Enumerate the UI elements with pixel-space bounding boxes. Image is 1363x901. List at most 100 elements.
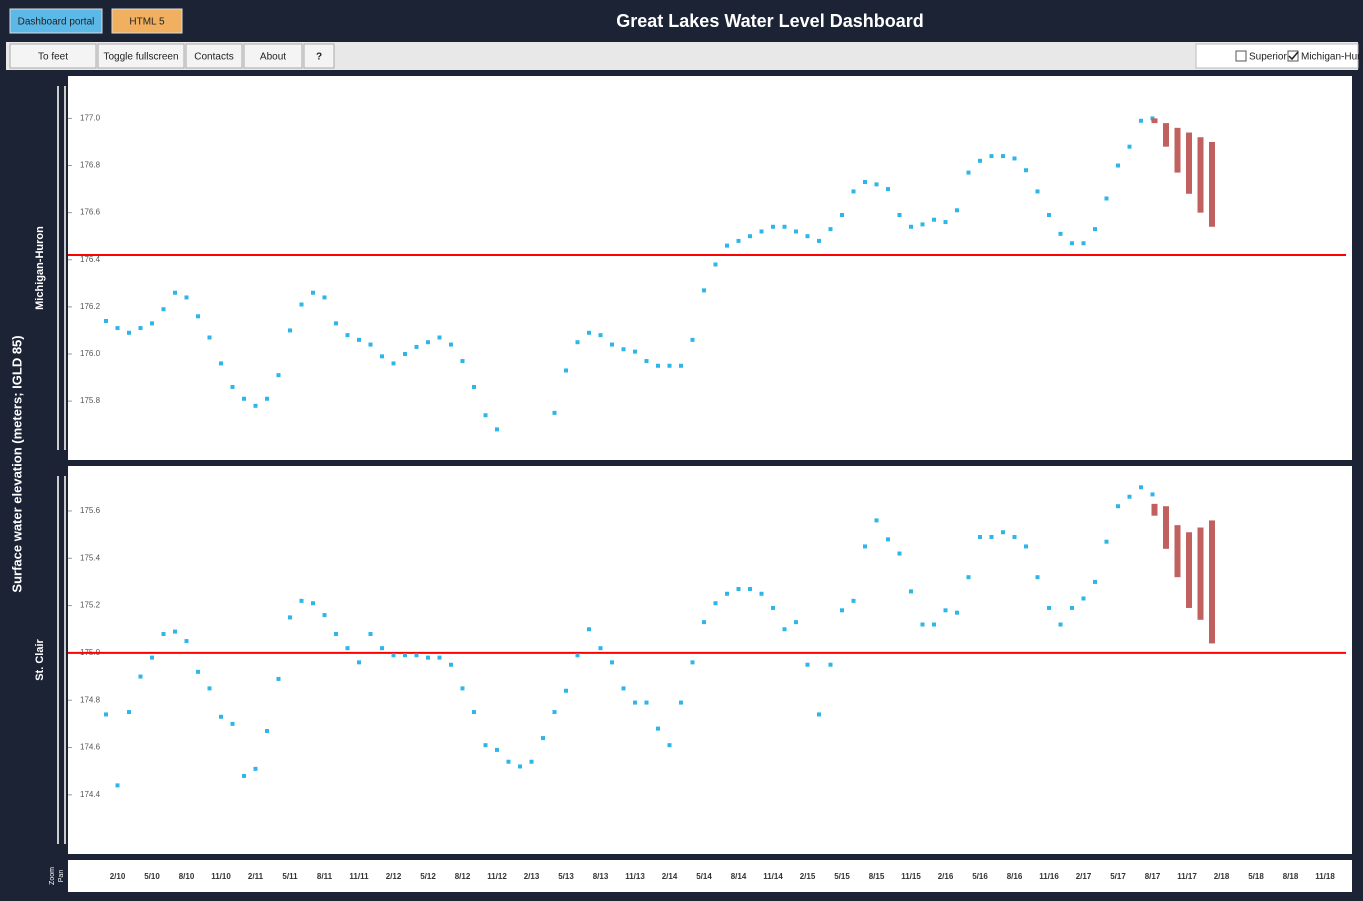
y-tick-label: 176.4 [80,255,101,264]
forecast-bar [1163,506,1169,549]
data-point [1139,118,1143,123]
data-point [334,631,338,636]
x-tick-label: 8/12 [455,872,471,881]
data-point [265,728,269,733]
data-point [656,363,660,368]
data-point [357,337,361,342]
x-tick-label: 2/17 [1076,872,1092,881]
button[interactable] [243,43,303,69]
data-point [426,340,430,345]
x-tick-label: 8/16 [1007,872,1023,881]
button[interactable] [97,43,185,69]
data-point [311,290,315,295]
data-point [978,534,982,539]
data-point [288,328,292,333]
title: Great Lakes Water Level Dashboard [616,11,923,31]
x-tick-label: 11/12 [487,872,507,881]
checkbox[interactable] [1287,50,1299,62]
data-point [1081,241,1086,246]
data-point [633,700,637,705]
data-point [1035,189,1040,194]
data-point [495,427,499,432]
data-point [219,714,223,719]
x-tick-label: 2/10 [110,872,126,881]
data-point [483,743,488,748]
data-point [311,601,315,606]
data-point [874,518,879,523]
y-tick-label: 176.0 [80,349,101,358]
data-point [483,413,488,418]
data-point [575,340,580,345]
lake-selector [1195,43,1359,69]
data-point [529,759,534,764]
data-point [472,710,476,715]
panel-label: St. Clair [34,639,46,681]
data-point [472,384,476,389]
button[interactable] [303,43,335,69]
data-point [1012,156,1017,161]
x-tick-label: 5/18 [1248,872,1264,881]
data-point [460,686,465,691]
x-tick-label: 8/15 [869,872,885,881]
y-tick-label: 175.8 [80,396,101,405]
x-tick-label: 11/13 [625,872,645,881]
data-point [932,217,936,222]
data-point [138,326,143,331]
tab[interactable] [9,8,103,34]
data-point [794,229,798,234]
y-tick-label: 174.6 [80,743,101,752]
data-point [805,662,810,667]
data-point [219,361,223,366]
data-point [667,743,672,748]
panel-label: Michigan-Huron [34,226,46,310]
data-point [989,534,994,539]
data-point [679,700,683,705]
y-tick-label: 175.2 [80,601,101,610]
data-point [920,222,925,227]
data-point [759,229,764,234]
data-point [552,410,557,415]
button[interactable] [185,43,243,69]
data-point [460,359,465,364]
data-point [207,335,212,340]
x-tick-label: 11/14 [763,872,783,881]
data-point [1070,605,1074,610]
data-point [449,342,453,347]
data-point [564,688,568,693]
pan-label: Pan [58,870,65,883]
data-point [161,631,166,636]
y-tick-label: 175.4 [80,553,101,562]
x-tick-label: 8/17 [1145,872,1161,881]
data-point [253,766,258,771]
checkbox[interactable] [1235,50,1247,62]
data-point [656,726,660,731]
data-point [598,646,603,651]
data-point [1093,227,1097,232]
tab[interactable] [111,8,183,34]
data-point [506,759,511,764]
button-label: ? [316,52,322,63]
data-point [633,349,637,354]
data-point [288,615,292,620]
data-point [1058,231,1063,236]
data-point [828,662,833,667]
y-tick-label: 174.8 [80,695,101,704]
data-point [851,189,856,194]
x-tick-label: 2/18 [1214,872,1230,881]
x-tick-label: 5/13 [558,872,574,881]
data-point [817,238,821,243]
data-point [702,620,706,625]
data-point [1127,144,1132,149]
forecast-bar [1209,520,1215,644]
button[interactable] [9,43,97,69]
data-point [702,288,706,293]
tab-label: Dashboard portal [18,17,95,28]
data-point [794,620,798,625]
data-point [1139,485,1143,490]
data-point [230,721,235,726]
forecast-bar [1197,137,1204,213]
data-point [713,601,718,606]
data-point [322,295,327,300]
data-point [299,598,304,603]
